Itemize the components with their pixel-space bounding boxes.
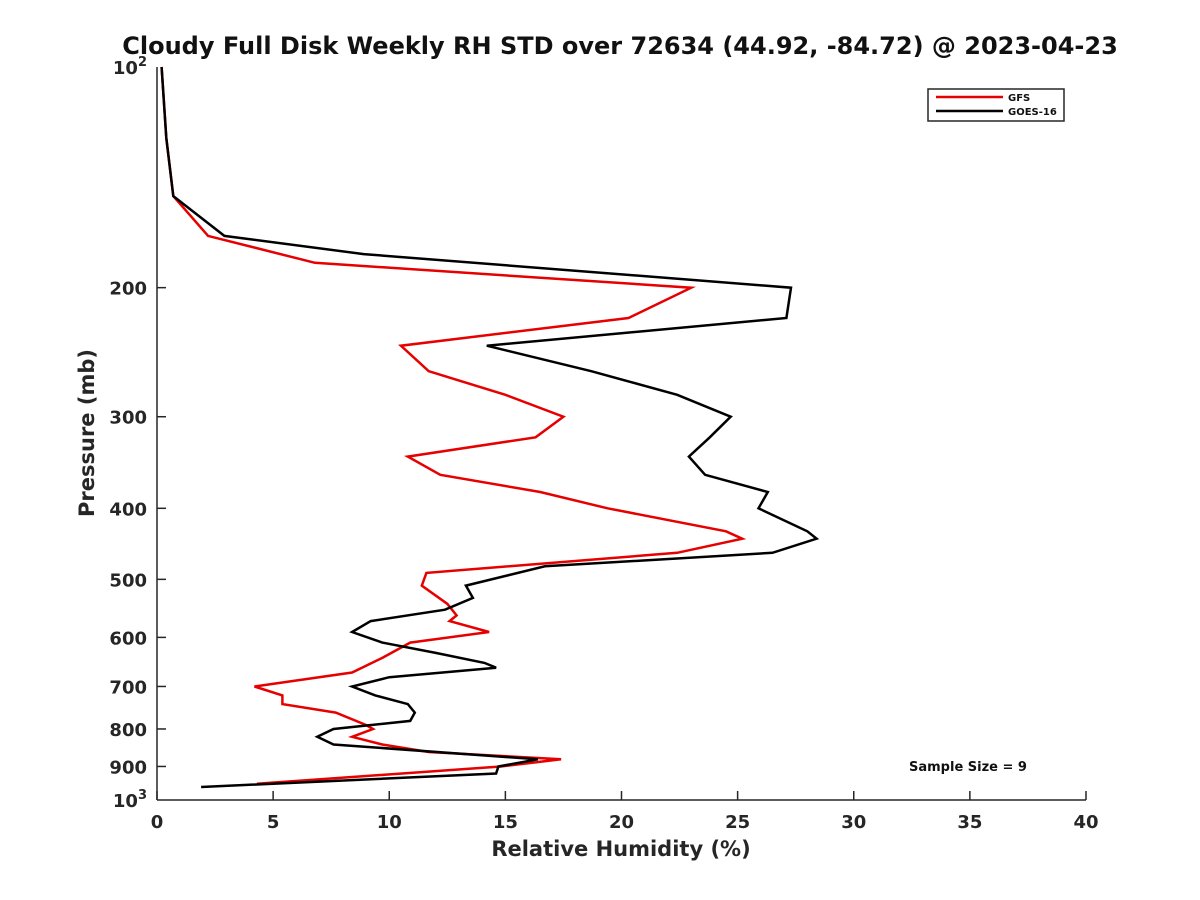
x-tick-label: 30 (841, 812, 866, 833)
y-tick-label: 102 (113, 55, 147, 79)
y-tick-label: 500 (109, 570, 147, 591)
y-tick-label: 400 (109, 499, 147, 520)
chart-title: Cloudy Full Disk Weekly RH STD over 7263… (122, 32, 1118, 60)
series-layer (160, 66, 820, 789)
legend: GFS GOES-16 (927, 88, 1065, 122)
y-tick-label: 200 (109, 279, 147, 300)
x-tick-label: 10 (377, 812, 402, 833)
y-tick-label: 300 (109, 408, 147, 429)
legend-box (927, 88, 1065, 122)
legend-label-gfs: GFS (1008, 93, 1030, 104)
sample-size-annotation: Sample Size = 9 (909, 760, 1027, 775)
y-tick-label: 103 (113, 788, 147, 812)
x-axis-label: Relative Humidity (%) (491, 837, 750, 861)
legend-label-goes16: GOES-16 (1008, 107, 1057, 118)
y-axis-ticks: 200 300 400 500 600 700 800 900 102 103 (109, 55, 166, 812)
x-tick-label: 0 (151, 812, 164, 833)
y-tick-label: 900 (109, 757, 147, 778)
x-tick-label: 20 (609, 812, 634, 833)
x-tick-label: 15 (493, 812, 518, 833)
y-tick-label: 800 (109, 720, 147, 741)
series-line-goes16 (160, 66, 820, 789)
x-tick-label: 25 (725, 812, 750, 833)
y-tick-label: 700 (109, 677, 147, 698)
series-line-gfs (160, 66, 747, 785)
x-tick-label: 35 (957, 812, 982, 833)
y-tick-label: 600 (109, 628, 147, 649)
x-axis-ticks: 0 5 10 15 20 25 30 35 40 (151, 791, 1099, 833)
x-tick-label: 5 (267, 812, 280, 833)
y-axis-label: Pressure (mb) (75, 349, 99, 517)
x-tick-label: 40 (1073, 812, 1098, 833)
